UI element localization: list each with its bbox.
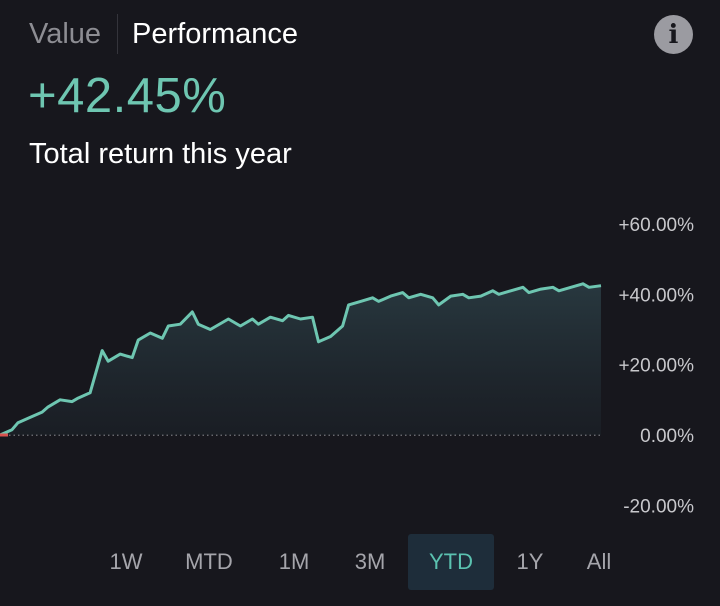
- info-icon[interactable]: i: [654, 15, 693, 54]
- y-tick-label: +20.00%: [618, 356, 694, 377]
- range-ytd-button[interactable]: YTD: [408, 534, 494, 590]
- range-1w-button[interactable]: 1W: [109, 549, 143, 574]
- y-tick-label: 0.00%: [640, 426, 694, 447]
- range-1y-button[interactable]: 1Y: [516, 549, 544, 574]
- tab-value[interactable]: Value: [29, 18, 102, 50]
- tab-performance[interactable]: Performance: [132, 18, 299, 50]
- y-tick-label: +60.00%: [618, 215, 694, 236]
- tab-divider: [117, 14, 119, 54]
- time-range-selector: 1W MTD 1M 3M YTD 1Y All: [90, 534, 632, 590]
- area-fill: [0, 283, 601, 435]
- total-return-value: +42.45%: [28, 69, 227, 123]
- range-mtd-button[interactable]: MTD: [185, 549, 233, 574]
- performance-line: [0, 282, 602, 437]
- range-1m-button[interactable]: 1M: [278, 549, 310, 574]
- range-3m-button[interactable]: 3M: [354, 549, 386, 574]
- view-tabs: Value Performance: [29, 14, 298, 54]
- range-all-button[interactable]: All: [586, 549, 612, 574]
- y-tick-label: -20.00%: [623, 496, 694, 517]
- performance-chart[interactable]: +60.00% +40.00% +20.00% 0.00% -20.00%: [0, 195, 720, 530]
- total-return-label: Total return this year: [29, 138, 292, 170]
- y-tick-label: +40.00%: [618, 285, 694, 306]
